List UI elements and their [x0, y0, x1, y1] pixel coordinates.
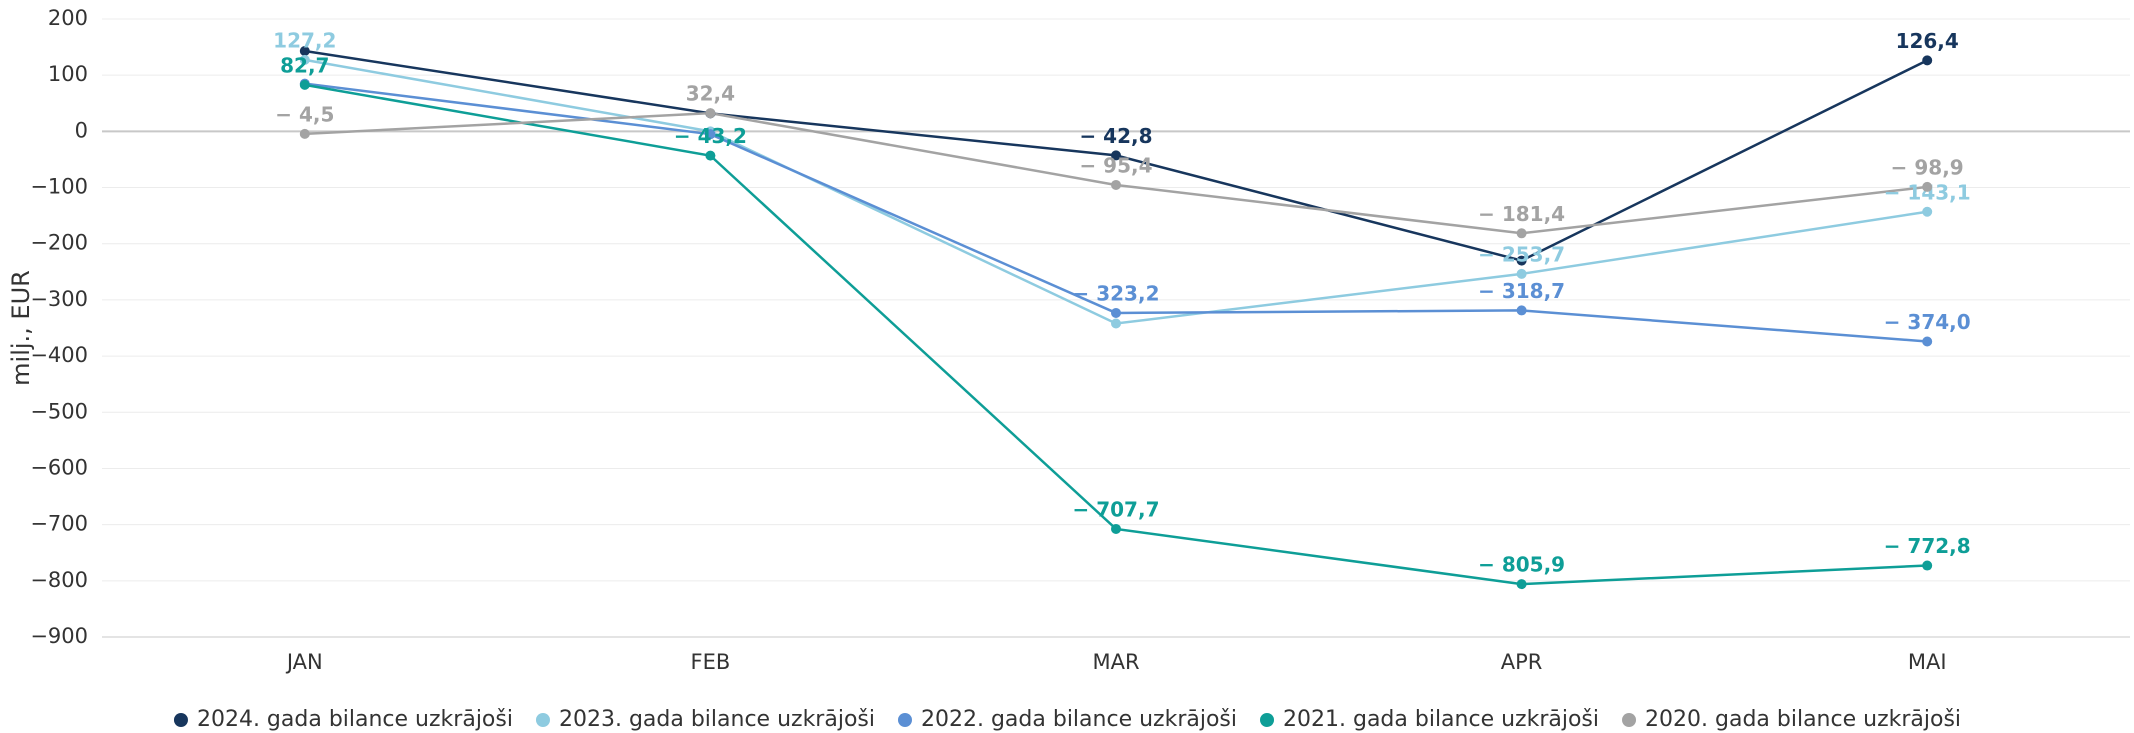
point: [1516, 228, 1527, 239]
data-label: − 181,4: [1478, 202, 1565, 226]
point: [705, 150, 716, 161]
legend-marker: [1622, 713, 1637, 727]
y-tick-label: −500: [30, 399, 88, 423]
x-tick-label: MAR: [1092, 650, 1139, 674]
point: [1922, 560, 1933, 571]
point: [1111, 318, 1121, 329]
data-label: − 95,4: [1079, 153, 1152, 177]
legend-label: 2022. gada bilance uzkrājoši: [921, 707, 1237, 732]
point: [705, 129, 716, 140]
legend-label: 2020. gada bilance uzkrājoši: [1645, 707, 1961, 732]
legend-label: 2023. gada bilance uzkrājoši: [559, 707, 875, 732]
data-label: 32,4: [686, 82, 735, 106]
legend-marker: [1260, 713, 1275, 727]
data-label: − 374,0: [1884, 310, 1971, 334]
legend-label: 2021. gada bilance uzkrājoši: [1283, 707, 1599, 732]
data-label: − 707,7: [1073, 497, 1160, 521]
data-label: − 323,2: [1073, 281, 1160, 305]
point: [299, 79, 310, 90]
y-tick-label: −300: [30, 287, 88, 311]
data-label: − 318,7: [1478, 279, 1565, 303]
point: [1516, 579, 1527, 590]
data-label: 126,4: [1896, 29, 1959, 53]
legend: 2024. gada bilance uzkrājoši 2023. gada b…: [173, 707, 1961, 732]
point: [1111, 179, 1121, 190]
point: [705, 108, 716, 119]
y-tick-label: 200: [48, 6, 88, 30]
point: [1111, 150, 1121, 161]
data-label: − 43,2: [674, 124, 747, 148]
point: [1111, 307, 1121, 318]
point: [1516, 268, 1527, 279]
y-tick-label: −600: [30, 455, 88, 479]
x-tick-label: JAN: [285, 650, 323, 674]
point: [1922, 206, 1933, 217]
y-tick-label: −700: [30, 512, 88, 536]
y-tick-label: −400: [30, 343, 88, 367]
data-label: − 4,5: [275, 102, 334, 126]
point: [1516, 305, 1527, 316]
data-label: − 98,9: [1891, 155, 1964, 179]
legend-marker: [897, 713, 912, 727]
point: [299, 128, 310, 139]
data-label: − 805,9: [1478, 553, 1565, 577]
legend-label: 2024. gada bilance uzkrājoši: [197, 707, 513, 732]
data-label: − 253,7: [1478, 242, 1565, 266]
legend-marker: [173, 713, 188, 727]
y-tick-label: −200: [30, 231, 88, 255]
y-tick-label: −800: [30, 568, 88, 592]
x-tick-label: MAI: [1908, 650, 1947, 674]
point: [1516, 255, 1527, 266]
point: [1111, 523, 1121, 534]
point: [1922, 336, 1933, 347]
y-tick-label: 100: [48, 62, 88, 86]
y-tick-label: 0: [75, 118, 88, 142]
point: [1922, 181, 1933, 192]
x-tick-label: APR: [1501, 650, 1543, 674]
y-tick-label: −100: [30, 175, 88, 199]
data-label: 82,7: [280, 53, 329, 77]
y-tick-label: −900: [30, 624, 88, 648]
point: [299, 54, 310, 65]
data-label: 127,2: [273, 28, 336, 52]
point: [1922, 55, 1933, 66]
legend-marker: [535, 713, 550, 727]
data-label: − 772,8: [1884, 534, 1971, 558]
y-axis-label: milj., EUR: [7, 270, 35, 386]
x-tick-label: FEB: [691, 650, 731, 674]
data-label: − 42,8: [1079, 124, 1152, 148]
point: [299, 46, 310, 57]
